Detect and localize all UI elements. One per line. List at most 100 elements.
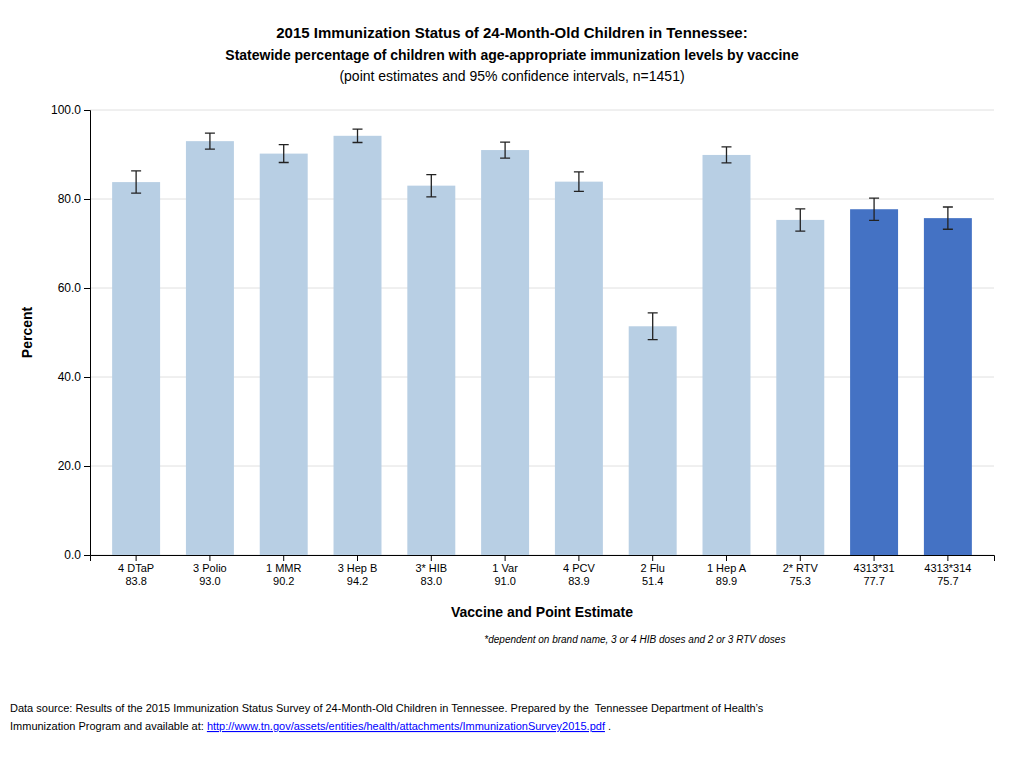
tick-label-line: 1 Var (492, 562, 518, 574)
tick: 4 PCV83.9 (563, 555, 595, 587)
data-source: . (605, 720, 611, 732)
error-bar (279, 145, 289, 163)
tick-mark (357, 555, 358, 561)
tick-mark (209, 555, 210, 561)
tick: 4 DTaP83.8 (118, 555, 154, 587)
bar (629, 326, 677, 555)
tick-mark (283, 555, 284, 561)
tick-label-line: 83.0 (421, 575, 442, 587)
error-bar (205, 133, 215, 149)
title: 2015 Immunization Status of 24-Month-Old… (276, 24, 747, 41)
tick-label-line: 91.0 (494, 575, 515, 587)
bar (555, 182, 603, 555)
bar (334, 136, 382, 555)
tick-label: 40.0 (58, 370, 82, 384)
footnote: *dependent on brand name, 3 or 4 HIB dos… (484, 634, 785, 645)
bar (112, 182, 160, 555)
x-axis-title: Vaccine and Point Estimate (451, 604, 633, 620)
tick-label-line: 1 Hep A (707, 562, 747, 574)
grid (90, 110, 994, 555)
error-bar (943, 207, 953, 229)
error-bar (131, 171, 141, 193)
tick-mark (800, 555, 801, 561)
bar (186, 141, 234, 555)
tick-label-line: 4 PCV (563, 562, 595, 574)
data-source-line: Immunization Program and available at: h… (10, 720, 611, 732)
error-bar (426, 175, 436, 197)
tick: 20.0 (58, 459, 90, 473)
tick-label: 2* RTV75.3 (783, 562, 819, 587)
tick-label: 80.0 (58, 192, 82, 206)
tick-label: 20.0 (58, 459, 82, 473)
tick-label: 3* HIB83.0 (415, 562, 447, 587)
bar (481, 150, 529, 555)
tick-label-line: 83.9 (568, 575, 589, 587)
tick-label-line: 83.8 (125, 575, 146, 587)
chart: 2015 Immunization Status of 24-Month-Old… (0, 0, 1024, 768)
error-bar (353, 129, 363, 142)
bar (260, 154, 308, 555)
tick: 3* HIB83.0 (415, 555, 447, 587)
tick-mark (136, 555, 137, 561)
tick-label: 1 Hep A89.9 (707, 562, 747, 587)
tick: 3 Hep B94.2 (338, 555, 378, 587)
tick-mark (84, 199, 90, 200)
y-axis-title: Percent (19, 306, 35, 358)
tick-mark (84, 110, 90, 111)
tick: 1 Hep A89.9 (707, 555, 747, 587)
tick-label-line: 4 DTaP (118, 562, 154, 574)
grid-line (90, 110, 994, 111)
tick-mark (947, 555, 948, 561)
tick-mark (84, 555, 90, 556)
x-axis: 4 DTaP83.8 3 Polio93.0 1 MMR90.2 3 Hep B94.… (91, 555, 995, 587)
tick: 2 Flu51.4 (640, 555, 664, 587)
tick-label: 1 Var91.0 (492, 562, 518, 587)
marks (112, 129, 972, 555)
tick: 2* RTV75.3 (783, 555, 819, 587)
subtitle: (point estimates and 95% confidence inte… (339, 68, 684, 84)
tick-label-line: 89.9 (716, 575, 737, 587)
bar (850, 209, 898, 555)
tick-label: 0.0 (64, 548, 81, 562)
error-bar (795, 209, 805, 231)
tick-mark (84, 288, 90, 289)
tick: 40.0 (58, 370, 90, 384)
tick: 1 Var91.0 (492, 555, 518, 587)
tick-label: 3 Polio93.0 (193, 562, 227, 587)
tick-label-line: 75.3 (790, 575, 811, 587)
tick-label-line: 4313*31 (854, 562, 895, 574)
tick-mark (84, 377, 90, 378)
tick-label: 1 MMR90.2 (266, 562, 302, 587)
tick-mark (505, 555, 506, 561)
bar (703, 155, 751, 555)
tick-label: 4 DTaP83.8 (118, 562, 154, 587)
tick-label-line: 51.4 (642, 575, 663, 587)
tick-label: 4313*3177.7 (854, 562, 895, 587)
error-bar (574, 172, 584, 192)
tick: 0.0 (64, 548, 90, 562)
tick: 100.0 (51, 103, 90, 117)
tick-mark (874, 555, 875, 561)
tick-mark (578, 555, 579, 561)
error-bar (500, 142, 510, 158)
tick: 60.0 (58, 281, 90, 295)
bar (407, 186, 455, 555)
data-source: Data source: Results of the 2015 Immuniz… (10, 702, 764, 714)
tick-label-line: 3* HIB (415, 562, 447, 574)
tick-label-line: 77.7 (863, 575, 884, 587)
tick-label: 4 PCV83.9 (563, 562, 595, 587)
tick-label-line: 3 Hep B (338, 562, 378, 574)
tick-label: 60.0 (58, 281, 82, 295)
axis-line (84, 111, 91, 556)
tick-label: 100.0 (51, 103, 81, 117)
tick-mark (726, 555, 727, 561)
tick-mark (652, 555, 653, 561)
tick-label: 2 Flu51.4 (640, 562, 664, 587)
tick-label-line: 93.0 (199, 575, 220, 587)
tick-label-line: 2 Flu (640, 562, 664, 574)
tick: 1 MMR90.2 (266, 555, 302, 587)
error-bar (869, 198, 879, 220)
tick-label: 4313*31475.7 (924, 562, 971, 587)
data-source: Immunization Program and available at: (10, 720, 207, 732)
error-bar (721, 147, 731, 163)
